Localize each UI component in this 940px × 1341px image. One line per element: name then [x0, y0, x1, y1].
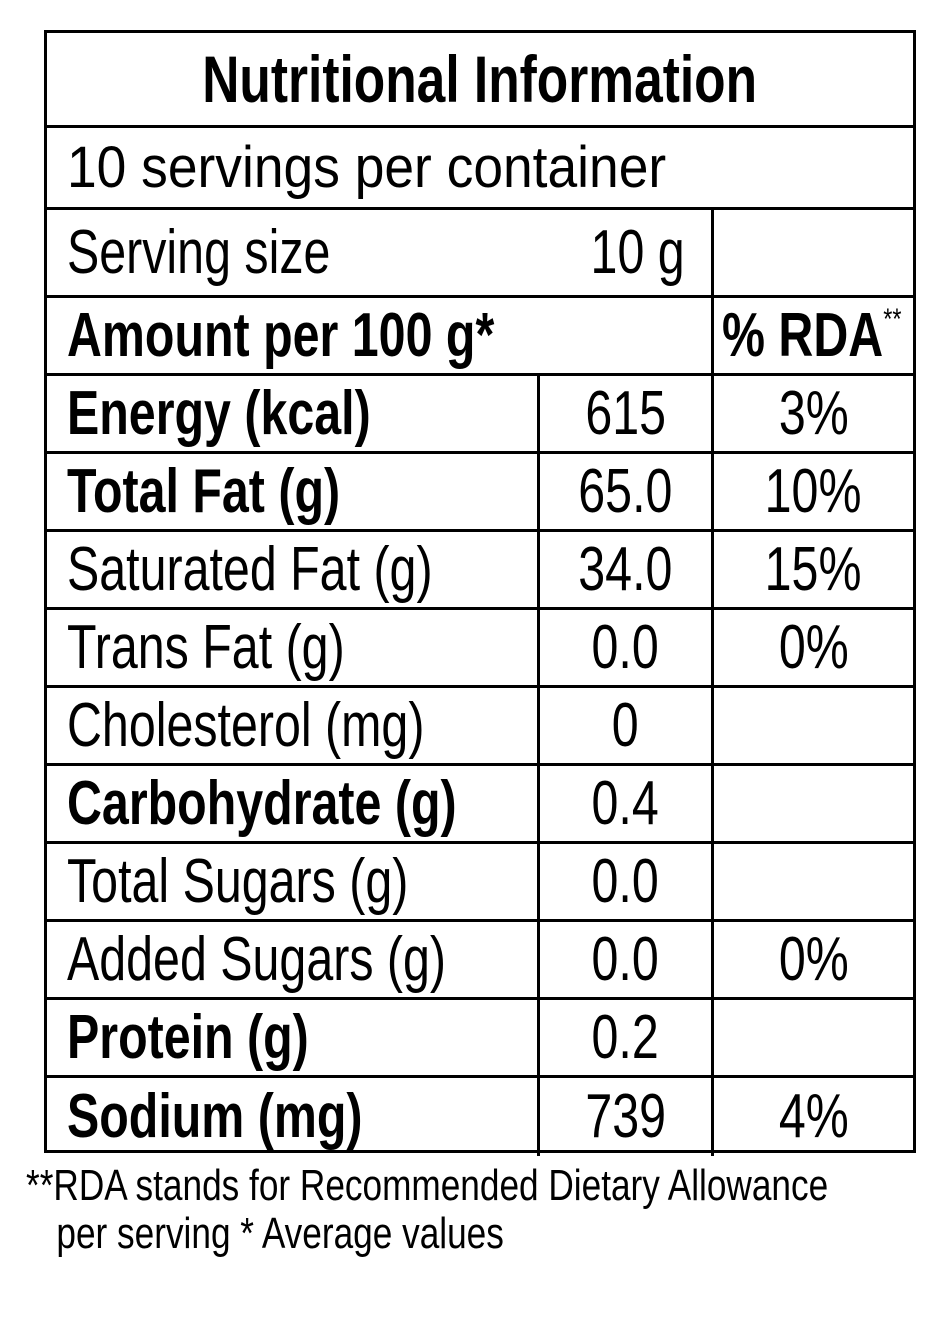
nutrient-value: 0.4	[591, 768, 660, 838]
nutrient-rda: 10%	[765, 456, 862, 526]
nutrient-value: 34.0	[578, 534, 673, 604]
title-row: Nutritional Information	[47, 33, 913, 128]
footnote: **RDA stands for Recommended Dietary All…	[26, 1162, 828, 1258]
nutrient-row: Saturated Fat (g) 34.0 15%	[47, 532, 913, 610]
rda-header: % RDA**	[722, 300, 902, 370]
nutrient-name: Total Sugars (g)	[67, 846, 409, 916]
nutrient-rda: 0%	[778, 924, 849, 994]
nutrient-value: 0.0	[591, 612, 660, 682]
nutrient-name: Energy (kcal)	[67, 378, 371, 448]
servings-row: 10 servings per container	[47, 128, 913, 210]
nutrient-value: 0.0	[591, 846, 660, 916]
amount-header-row: Amount per 100 g* % RDA**	[47, 298, 913, 376]
footnote-line-2: per serving * Average values	[56, 1209, 504, 1258]
nutrient-row: Protein (g) 0.2	[47, 1000, 913, 1078]
serving-size-value: 10 g	[590, 217, 685, 287]
nutrient-rda: 4%	[778, 1082, 849, 1151]
nutrient-row: Carbohydrate (g) 0.4	[47, 766, 913, 844]
nutrient-name: Cholesterol (mg)	[67, 690, 425, 760]
nutrient-row: Energy (kcal) 615 3%	[47, 376, 913, 454]
nutrient-name: Added Sugars (g)	[67, 924, 447, 994]
nutrient-value: 65.0	[578, 456, 673, 526]
nutrient-value: 0.0	[591, 924, 660, 994]
nutrient-value: 615	[585, 378, 666, 448]
nutrient-value: 739	[585, 1082, 666, 1151]
nutrient-name: Sodium (mg)	[67, 1082, 363, 1151]
nutrient-name: Carbohydrate (g)	[67, 768, 457, 838]
nutrient-row: Total Fat (g) 65.0 10%	[47, 454, 913, 532]
footnote-line-1: **RDA stands for Recommended Dietary All…	[26, 1161, 829, 1210]
nutrient-row: Total Sugars (g) 0.0	[47, 844, 913, 922]
nutrient-name: Saturated Fat (g)	[67, 534, 433, 604]
nutrient-name: Trans Fat (g)	[67, 612, 345, 682]
nutrient-name: Total Fat (g)	[67, 456, 341, 526]
nutrient-row: Sodium (mg) 739 4%	[47, 1078, 913, 1156]
nutrient-value: 0.2	[591, 1002, 660, 1072]
nutrient-rda: 3%	[778, 378, 849, 448]
servings-per-container: 10 servings per container	[67, 134, 667, 200]
amount-per-label: Amount per 100 g*	[67, 300, 495, 370]
nutrient-name: Protein (g)	[67, 1002, 309, 1072]
nutrient-rda: 0%	[778, 612, 849, 682]
nutrient-row: Cholesterol (mg) 0	[47, 688, 913, 766]
nutrition-label: Nutritional Information 10 servings per …	[44, 30, 916, 1156]
nutrient-row: Trans Fat (g) 0.0 0%	[47, 610, 913, 688]
nutrient-value: 0	[612, 690, 639, 760]
nutrient-rda: 15%	[765, 534, 862, 604]
serving-size-label: Serving size	[67, 217, 331, 287]
nutrient-row: Added Sugars (g) 0.0 0%	[47, 922, 913, 1000]
label-title: Nutritional Information	[202, 42, 758, 116]
serving-size-row: Serving size 10 g	[47, 210, 913, 298]
